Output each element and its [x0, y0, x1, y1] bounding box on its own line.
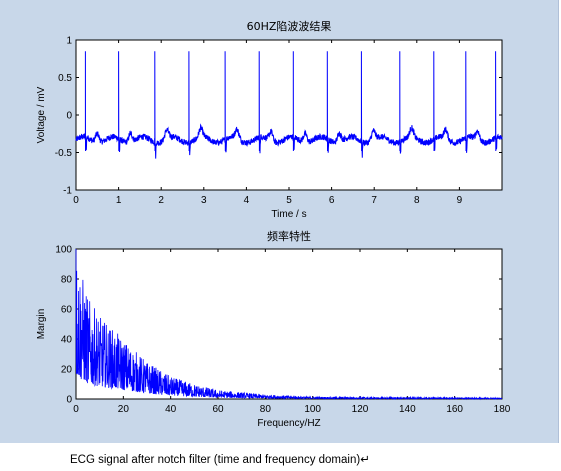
freq-plot-xtick-label: 120: [352, 404, 369, 415]
frequency-domain-plot: 频率特性 Frequency/HZ Margin 0 20 40 60 80 100 120…: [36, 229, 511, 429]
time-plot-ytick-label: -0.5: [55, 148, 73, 159]
time-plot-area: [75, 39, 503, 191]
freq-plot-yticks: 0 20 40 60 80 100: [55, 245, 502, 406]
time-plot-xtick-label: 6: [329, 195, 335, 206]
freq-plot-ytick-label: 0: [66, 395, 72, 406]
time-plot-xticks: 0 1 2 3 4 5 6 7 8 9: [73, 40, 463, 206]
freq-plot-ytick-label: 100: [55, 245, 72, 256]
freq-plot-xlabel: Frequency/HZ: [257, 418, 320, 429]
time-plot-xlabel: Time / s: [271, 209, 306, 220]
time-plot-xtick-label: 5: [286, 195, 292, 206]
time-plot-xtick-label: 0: [73, 195, 79, 206]
freq-plot-ytick-label: 60: [61, 305, 73, 316]
time-plot-xtick-label: 1: [116, 195, 122, 206]
freq-plot-title: 频率特性: [267, 229, 311, 243]
freq-plot-ytick-label: 80: [61, 275, 73, 286]
freq-plot-xticks: 0 20 40 60 80 100 120 140 160 180: [73, 249, 511, 415]
time-plot-ylabel: Voltage / mV: [36, 86, 47, 143]
freq-plot-xtick-label: 20: [118, 404, 130, 415]
freq-plot-xtick-label: 180: [494, 404, 511, 415]
freq-plot-xtick-label: 40: [165, 404, 177, 415]
time-plot-xtick-label: 9: [457, 195, 463, 206]
freq-plot-xtick-label: 140: [399, 404, 416, 415]
figure-window: 60HZ陷波波结果 Time / s Voltage / mV 0 1 2 3 4 5 6 7…: [0, 0, 559, 443]
freq-plot-xtick-label: 80: [260, 404, 272, 415]
freq-plot-ytick-label: 40: [61, 335, 73, 346]
time-domain-plot: 60HZ陷波波结果 Time / s Voltage / mV 0 1 2 3 4 5 6 7…: [36, 19, 503, 220]
time-plot-ytick-label: 1: [66, 36, 72, 47]
time-plot-xtick-label: 2: [158, 195, 164, 206]
time-plot-xtick-label: 8: [414, 195, 420, 206]
time-plot-yticks: -1 -0.5 0 0.5 1: [55, 36, 502, 197]
spectrum-line: [75, 248, 503, 401]
time-plot-xtick-label: 3: [201, 195, 207, 206]
figure-caption: ECG signal after notch filter (time and …: [70, 454, 370, 466]
freq-plot-ylabel: Margin: [36, 309, 47, 340]
time-plot-xtick-label: 7: [371, 195, 377, 206]
freq-plot-ytick-label: 20: [61, 365, 73, 376]
freq-plot-xtick-label: 100: [304, 404, 321, 415]
figure-canvas: 60HZ陷波波结果 Time / s Voltage / mV 0 1 2 3 4 5 6 7…: [36, 19, 511, 429]
ecg-signal-line: [75, 51, 503, 159]
time-plot-title: 60HZ陷波波结果: [247, 19, 332, 33]
time-plot-ytick-label: 0: [66, 111, 72, 122]
freq-plot-xtick-label: 160: [446, 404, 463, 415]
time-plot-ytick-label: 0.5: [58, 73, 72, 84]
freq-plot-xtick-label: 60: [212, 404, 224, 415]
time-plot-ytick-label: -1: [63, 186, 72, 197]
time-plot-xtick-label: 4: [244, 195, 250, 206]
freq-plot-xtick-label: 0: [73, 404, 79, 415]
